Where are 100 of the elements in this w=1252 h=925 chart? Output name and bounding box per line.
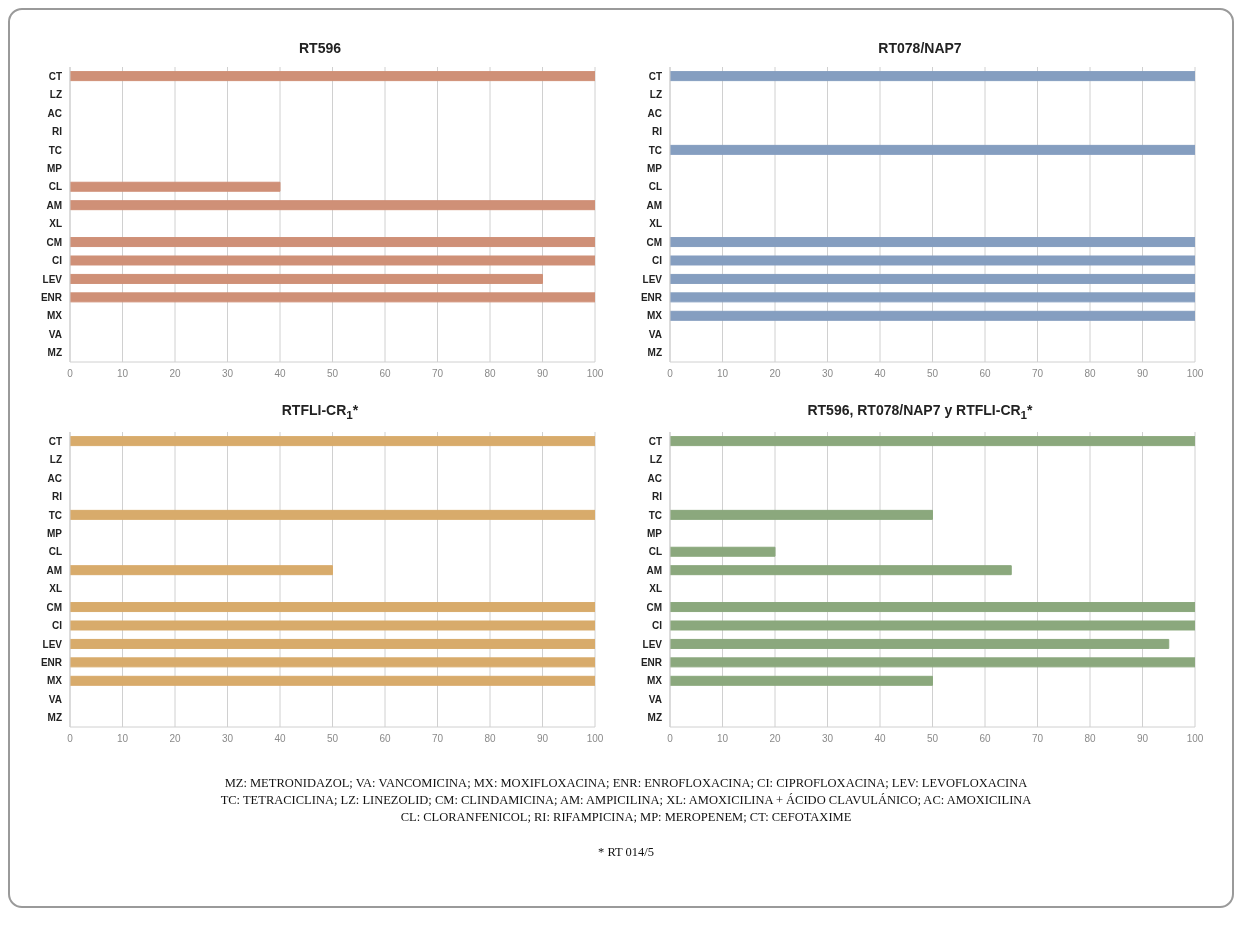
y-tick-label: ENR	[40, 656, 63, 668]
bar	[670, 509, 933, 520]
y-tick-label: MX	[47, 310, 63, 322]
x-tick-label: 0	[67, 732, 74, 744]
bar	[670, 620, 1195, 631]
y-tick-label: CM	[46, 601, 62, 613]
y-tick-label: XL	[49, 218, 62, 230]
bar	[70, 181, 281, 192]
x-tick-label: 30	[821, 368, 834, 380]
bar	[70, 255, 595, 266]
y-tick-label: CT	[648, 435, 662, 447]
x-tick-label: 30	[821, 732, 834, 744]
y-tick-label: LEV	[642, 273, 663, 285]
x-tick-label: 10	[116, 732, 129, 744]
bar	[670, 675, 933, 686]
y-tick-label: CL	[48, 181, 62, 193]
y-tick-label: AC	[647, 107, 662, 119]
y-tick-label: XL	[649, 583, 662, 595]
y-tick-label: CL	[648, 546, 662, 558]
y-tick-label: ENR	[640, 292, 663, 304]
bar	[670, 657, 1195, 668]
y-tick-label: RI	[52, 490, 63, 502]
y-tick-label: XL	[49, 583, 62, 595]
bar	[70, 292, 595, 303]
y-tick-label: VA	[648, 693, 662, 705]
bar	[670, 601, 1195, 612]
y-tick-label: VA	[648, 328, 662, 340]
x-tick-label: 100	[586, 732, 604, 744]
y-tick-label: CT	[648, 70, 662, 82]
x-tick-label: 90	[536, 732, 549, 744]
chart-title: RT078/NAP7	[878, 40, 962, 56]
y-tick-label: LEV	[42, 273, 63, 285]
x-tick-label: 80	[484, 732, 496, 744]
bar	[670, 435, 1195, 446]
y-tick-label: TC	[648, 144, 662, 156]
y-tick-label: CT	[48, 435, 62, 447]
y-tick-label: VA	[48, 693, 62, 705]
y-tick-label: LZ	[49, 89, 62, 101]
bar	[70, 273, 543, 284]
y-tick-label: MP	[647, 162, 663, 174]
x-tick-label: 60	[979, 732, 991, 744]
y-tick-label: CT	[48, 70, 62, 82]
x-tick-label: 40	[874, 732, 886, 744]
y-tick-label: AM	[646, 564, 662, 576]
y-tick-label: CI	[52, 619, 63, 631]
x-tick-label: 0	[67, 368, 74, 380]
y-tick-label: MP	[47, 162, 63, 174]
x-tick-label: 60	[379, 368, 391, 380]
bar	[670, 638, 1170, 649]
x-tick-label: 40	[874, 368, 886, 380]
x-tick-label: 0	[667, 732, 674, 744]
y-tick-label: CI	[52, 255, 63, 267]
y-tick-label: ENR	[40, 292, 63, 304]
chart-title: RT596	[298, 40, 342, 56]
x-tick-label: 100	[1186, 368, 1204, 380]
y-tick-label: RI	[652, 490, 663, 502]
x-tick-label: 70	[1031, 368, 1044, 380]
frame: RT596 0 10 20 30 40 50 60 70 80 90 100 CT LZ AC RI TC MP CL AM XL CM CI LEV ENR MX VA MZ RT078/NAP7 0 10 20 30 40 50 60 70 80 90 100 CT LZ AC RI TC MP CL AM XL CM CI LEV ENR MX VA MZ RTFLI-CR$_{1}$* 0 10 20 30 40 50 60 70 80 90 100 CT LZ AC RI TC MP CL AM XL CM CI LEV ENR MX VA MZ RT596, RT078/NAP7 y RTFLI-CR$_{1}$* 0 10 20 30 40 50 60 70 80 90 100 CT LZ AC RI TC MP CL AM XL CM CI LEV ENR MX VA MZ MZ: METRONIDAZOL; VA: VANCOMICINA; MX: MOXIFLOXACINA; ENR: ENROFLOXACINA; CI: CIPROFLOXACINA; LEV: LEVOFLOXACINA TC: TETRACICLINA; LZ: LINEZOLID; CM: CLINDAMICINA; AM: AMPICILINA; XL: AMOXICILINA + ÁCIDO CLAVULÁNICO; AC: AMOXICILINA CL: CLORANFENICOL; RI: RIFAMPICINA; MP: MEROPENEM; CT: CEFOTAXIME * RT 014/5	[8, 8, 1234, 908]
text: * RT 014/5	[597, 843, 655, 861]
bar	[70, 71, 595, 82]
y-tick-label: RI	[52, 126, 63, 138]
x-tick-label: 20	[769, 368, 781, 380]
text: TC: TETRACICLINA; LZ: LINEZOLID; CM: CLINDAMICINA; AM: AMPICILINA; XL: AMOXICILINA + ÁCIDO CLAVULÁNICO; AC: AMOXICILINA	[219, 791, 1033, 809]
y-tick-label: MZ	[647, 347, 662, 359]
y-tick-label: LEV	[642, 638, 663, 650]
y-tick-label: CL	[48, 546, 62, 558]
x-tick-label: 80	[1084, 368, 1096, 380]
x-tick-label: 10	[116, 368, 129, 380]
chart-title: RT596, RT078/NAP7 y RTFLI-CR$_{1}$*	[807, 402, 1033, 421]
y-tick-label: CM	[646, 601, 662, 613]
x-tick-label: 80	[484, 368, 496, 380]
x-tick-label: 10	[716, 732, 729, 744]
x-tick-label: 60	[979, 368, 991, 380]
x-tick-label: 40	[274, 368, 286, 380]
y-tick-label: LZ	[49, 454, 62, 465]
y-tick-label: MP	[47, 527, 63, 539]
y-tick-label: MZ	[47, 347, 62, 359]
bar	[670, 546, 776, 557]
x-tick-label: 90	[1136, 732, 1149, 744]
x-tick-label: 70	[431, 368, 444, 380]
x-tick-label: 0	[667, 368, 674, 380]
y-tick-label: TC	[48, 144, 62, 156]
y-tick-label: CM	[46, 236, 62, 248]
y-tick-label: CM	[646, 236, 662, 248]
x-tick-label: 40	[274, 732, 286, 744]
x-tick-label: 10	[716, 368, 729, 380]
x-tick-label: 70	[1031, 732, 1044, 744]
x-tick-label: 60	[379, 732, 391, 744]
x-tick-label: 50	[326, 732, 339, 744]
x-tick-label: 30	[221, 368, 234, 380]
y-tick-label: MP	[647, 527, 663, 539]
y-tick-label: CL	[648, 181, 662, 193]
y-tick-label: AM	[46, 564, 62, 576]
y-tick-label: XL	[649, 218, 662, 230]
text: MZ: METRONIDAZOL; VA: VANCOMICINA; MX: MOXIFLOXACINA; ENR: ENROFLOXACINA; CI: CIPROFLOXACINA; LEV: LEVOFLOXACINA	[223, 774, 1029, 792]
x-tick-label: 30	[221, 732, 234, 744]
bar	[70, 200, 595, 211]
x-tick-label: 90	[1136, 368, 1149, 380]
y-tick-label: AC	[647, 472, 662, 484]
x-tick-label: 70	[431, 732, 444, 744]
